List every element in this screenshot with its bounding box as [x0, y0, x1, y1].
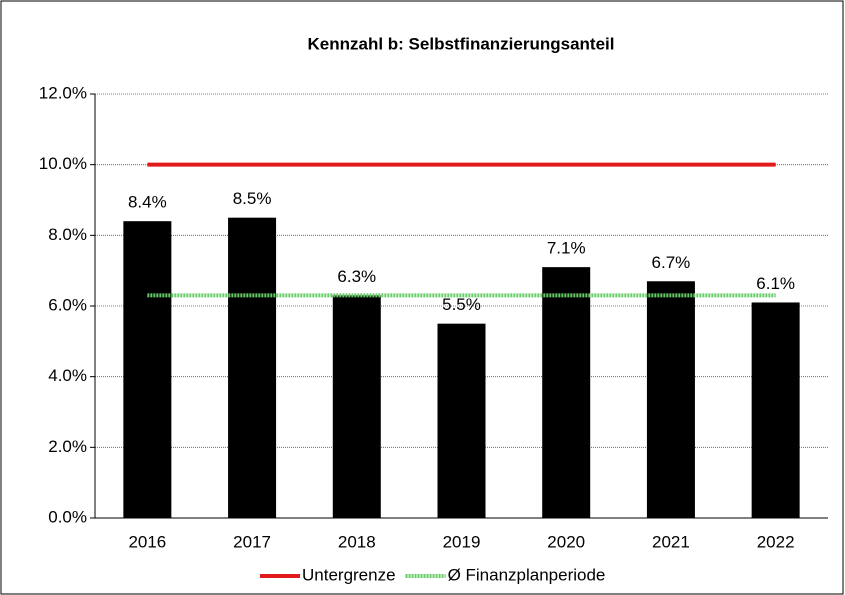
bar [542, 267, 591, 518]
bar [228, 217, 277, 518]
x-tick-label: 2017 [233, 532, 271, 551]
bar [751, 302, 800, 518]
chart-title: Kennzahl b: Selbstfinanzierungsanteil [308, 34, 615, 53]
y-tick-label: 2.0% [48, 437, 87, 456]
bar [332, 295, 381, 518]
x-tick-label: 2018 [338, 532, 376, 551]
x-tick-label: 2022 [757, 532, 795, 551]
bar [437, 323, 486, 518]
y-tick-label: 10.0% [39, 154, 87, 173]
y-tick-label: 6.0% [48, 295, 87, 314]
legend-label: Untergrenze [302, 565, 396, 584]
x-tick-label: 2020 [547, 532, 585, 551]
data-label: 8.4% [128, 193, 167, 212]
data-label: 8.5% [233, 189, 272, 208]
data-label: 5.5% [442, 295, 481, 314]
x-tick-label: 2019 [443, 532, 481, 551]
data-label: 6.1% [756, 274, 795, 293]
bar [123, 221, 172, 518]
y-tick-label: 12.0% [39, 83, 87, 102]
y-tick-label: 0.0% [48, 507, 87, 526]
data-label: 6.7% [652, 253, 691, 272]
x-tick-label: 2021 [652, 532, 690, 551]
y-tick-label: 4.0% [48, 366, 87, 385]
legend-label: Ø Finanzplanperiode [448, 565, 606, 584]
y-tick-label: 8.0% [48, 225, 87, 244]
data-label: 7.1% [547, 239, 586, 258]
data-label: 6.3% [337, 267, 376, 286]
bar [646, 281, 695, 518]
x-tick-label: 2016 [128, 532, 166, 551]
